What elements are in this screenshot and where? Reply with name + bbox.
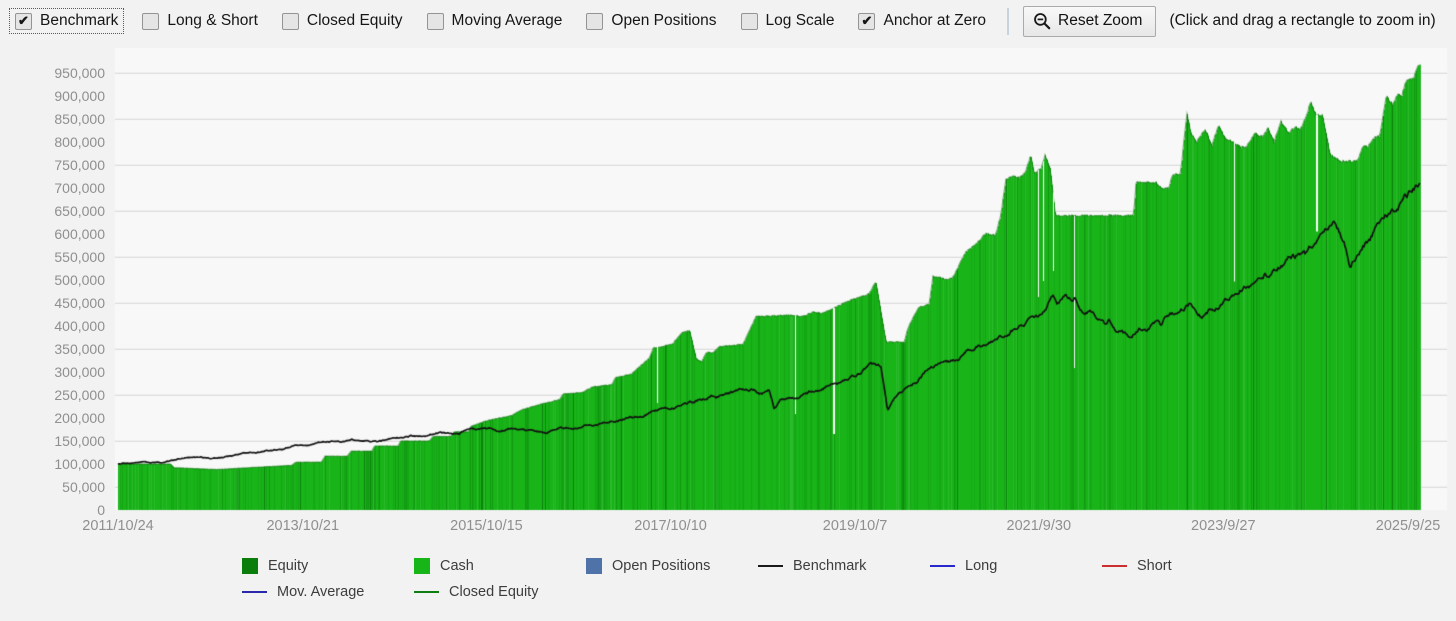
legend-item-long: Long — [930, 555, 1102, 576]
reset-zoom-label: Reset Zoom — [1058, 11, 1143, 29]
zoom-hint-text: (Click and drag a rectangle to zoom in) — [1169, 12, 1436, 29]
y-tick-label: 550,000 — [54, 249, 105, 265]
log-scale-checkbox-label: Log Scale — [765, 12, 835, 29]
long-short-checkbox[interactable] — [142, 12, 160, 30]
x-tick-label: 2013/10/21 — [266, 518, 340, 534]
closed-equity-line-swatch — [414, 590, 439, 593]
y-tick-label: 250,000 — [54, 387, 105, 403]
y-tick-label: 200,000 — [54, 410, 105, 426]
y-tick-label: 800,000 — [54, 134, 105, 150]
y-tick-label: 100,000 — [54, 456, 105, 472]
long-short-checkbox-label: Long & Short — [167, 12, 258, 29]
y-tick-label: 0 — [97, 502, 105, 518]
checkbox-item-moving-average[interactable]: Moving Average — [422, 9, 568, 33]
y-tick-label: 950,000 — [54, 65, 105, 81]
legend-label-open-positions: Open Positions — [612, 557, 711, 574]
x-tick-label: 2021/9/30 — [1006, 518, 1072, 534]
y-tick-label: 650,000 — [54, 203, 105, 219]
y-tick-label: 750,000 — [54, 157, 105, 173]
x-tick-label: 2011/10/24 — [82, 518, 154, 534]
legend-item-closed-equity: Closed Equity — [414, 581, 586, 602]
mov-average-line-swatch — [242, 590, 267, 593]
toolbar: Benchmark Long & Short Closed Equity Mov… — [0, 0, 1456, 42]
checkbox-item-benchmark[interactable]: Benchmark — [8, 8, 125, 34]
legend-item-mov-average: Mov. Average — [242, 581, 414, 602]
log-scale-checkbox[interactable] — [740, 12, 758, 30]
y-tick-label: 850,000 — [54, 111, 105, 127]
y-tick-label: 900,000 — [54, 88, 105, 104]
benchmark-checkbox[interactable] — [15, 12, 32, 30]
legend-label-closed-equity: Closed Equity — [449, 583, 539, 600]
y-tick-label: 700,000 — [54, 180, 105, 196]
checkbox-item-closed-equity[interactable]: Closed Equity — [277, 9, 408, 33]
open-positions-checkbox-label: Open Positions — [611, 12, 717, 29]
y-tick-label: 50,000 — [62, 479, 105, 495]
y-tick-label: 500,000 — [54, 272, 105, 288]
checkbox-item-open-positions[interactable]: Open Positions — [581, 9, 721, 33]
legend-label-long: Long — [965, 557, 998, 574]
benchmark-checkbox-label: Benchmark — [40, 12, 119, 29]
legend-label-cash: Cash — [440, 557, 474, 574]
y-tick-label: 150,000 — [54, 433, 105, 449]
equity-chart: 950,000 900,000 850,000 800,000 750,000 700,0… — [0, 42, 1456, 547]
anchor-at-zero-checkbox-label: Anchor at Zero — [883, 12, 987, 29]
cash-swatch — [414, 557, 430, 574]
legend-item-equity: Equity — [242, 555, 414, 576]
reset-zoom-button[interactable]: Reset Zoom — [1023, 5, 1157, 37]
closed-equity-checkbox-label: Closed Equity — [306, 12, 403, 29]
legend-label-mov-average: Mov. Average — [277, 583, 365, 600]
benchmark-line-swatch — [758, 564, 783, 567]
legend-label-short: Short — [1137, 557, 1172, 574]
moving-average-checkbox[interactable] — [426, 12, 444, 30]
legend-item-benchmark: Benchmark — [758, 555, 930, 576]
toolbar-separator — [1007, 7, 1010, 35]
y-tick-label: 350,000 — [54, 341, 105, 357]
legend-item-cash: Cash — [414, 555, 586, 576]
y-tick-label: 400,000 — [54, 318, 105, 334]
y-tick-label: 300,000 — [54, 364, 105, 380]
chart-legend: Equity Cash Open Positions Benchmark Lon… — [242, 555, 1456, 602]
y-tick-label: 600,000 — [54, 226, 105, 242]
anchor-at-zero-checkbox[interactable] — [858, 12, 876, 30]
x-tick-label: 2023/9/27 — [1191, 518, 1256, 534]
short-line-swatch — [1102, 564, 1127, 567]
closed-equity-checkbox[interactable] — [281, 12, 299, 30]
x-tick-label: 2025/9/25 — [1375, 518, 1441, 534]
checkbox-item-anchor-at-zero[interactable]: Anchor at Zero — [853, 9, 991, 33]
legend-label-equity: Equity — [268, 557, 309, 574]
checkbox-item-long-short[interactable]: Long & Short — [137, 9, 262, 33]
open-positions-swatch — [586, 557, 602, 574]
x-tick-label: 2017/10/10 — [634, 518, 707, 534]
legend-label-benchmark: Benchmark — [793, 557, 867, 574]
x-tick-label: 2019/10/7 — [822, 518, 888, 534]
equity-swatch — [242, 557, 258, 574]
moving-average-checkbox-label: Moving Average — [451, 12, 563, 29]
legend-item-short: Short — [1102, 555, 1274, 576]
long-line-swatch — [930, 564, 955, 567]
legend-item-open-positions: Open Positions — [586, 555, 758, 576]
checkbox-item-log-scale[interactable]: Log Scale — [736, 9, 840, 33]
open-positions-checkbox[interactable] — [586, 12, 604, 30]
y-tick-label: 450,000 — [54, 295, 105, 311]
equity-chart-canvas[interactable] — [0, 42, 1456, 547]
x-tick-label: 2015/10/15 — [450, 518, 523, 534]
zoom-out-icon — [1034, 12, 1051, 29]
